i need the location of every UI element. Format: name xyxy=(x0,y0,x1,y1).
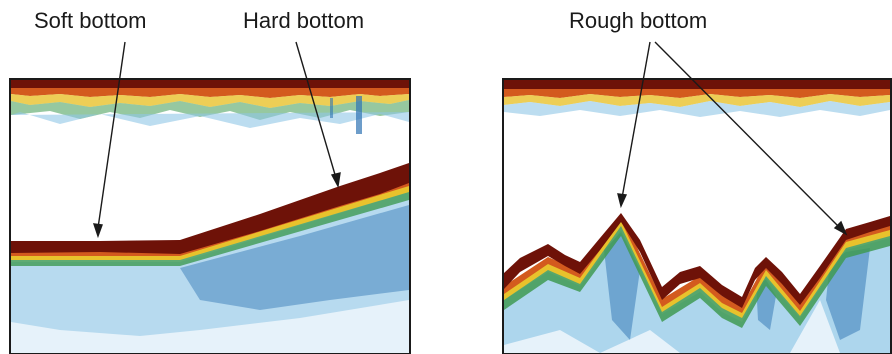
right-echogram-panel xyxy=(502,78,892,354)
left-echogram-panel xyxy=(9,78,411,354)
hard-bottom-label: Hard bottom xyxy=(243,8,364,33)
soft-bottom-arrowhead xyxy=(92,223,103,239)
left-bottom-echo xyxy=(11,163,409,254)
rough-bottom-arrowhead-left xyxy=(617,193,628,209)
rough-bottom-arrowhead-right xyxy=(833,220,848,236)
right-surface-clutter xyxy=(504,80,890,117)
left-surface-clutter xyxy=(11,80,409,134)
hard-bottom-arrowhead xyxy=(330,172,341,189)
soft-bottom-label: Soft bottom xyxy=(34,8,147,33)
rough-bottom-arrow-right xyxy=(654,41,842,230)
right-sub-bottom-dense-scatter xyxy=(604,232,870,340)
rough-bottom-label: Rough bottom xyxy=(569,8,707,33)
soft-bottom-arrow xyxy=(97,41,126,229)
left-sub-bottom-dense-scatter xyxy=(180,205,409,310)
hard-bottom-arrow xyxy=(295,41,337,179)
callout-arrows xyxy=(92,41,848,239)
rough-bottom-arrow-left xyxy=(621,41,651,199)
